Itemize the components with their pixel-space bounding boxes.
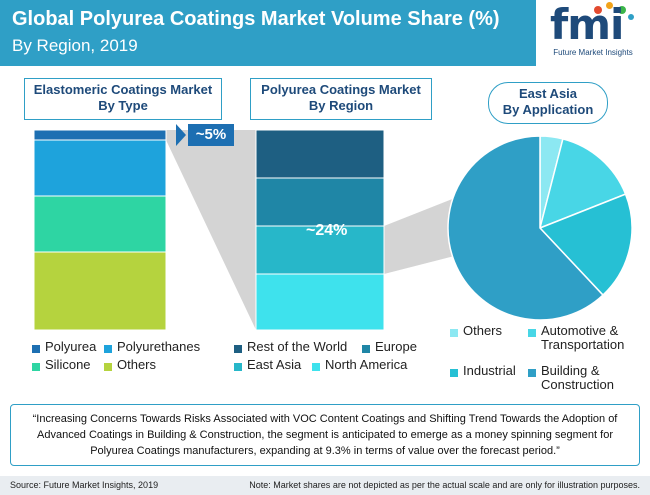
chart-title: Global Polyurea Coatings Market Volume S… — [12, 8, 500, 30]
legend-swatch — [104, 345, 112, 353]
region-stacked-bar — [255, 129, 385, 331]
legend-swatch — [32, 345, 40, 353]
east-asia-share-label: ~24% — [306, 222, 348, 239]
legend-label: Building & Construction — [541, 363, 614, 392]
legend-swatch — [234, 345, 242, 353]
pie-slice-1 — [538, 137, 627, 230]
legend-label: Polyurethanes — [117, 339, 201, 354]
legend-silicone: Silicone — [32, 358, 91, 372]
region-bar-segment-0 — [255, 129, 385, 179]
legend-label: Polyurea — [45, 339, 97, 354]
footer-bar: Source: Future Market Insights, 2019 Not… — [0, 476, 650, 495]
region-to-pie-connector — [384, 192, 470, 274]
fmi-logo: fmi Future Market Insights — [536, 0, 650, 66]
connectors — [166, 124, 470, 330]
type-to-region-connector — [166, 130, 256, 330]
logo-dot-green — [618, 6, 626, 14]
legend-label: Rest of the World — [247, 339, 348, 354]
type-panel-title-line1: Elastomeric Coatings Market — [33, 82, 213, 97]
region-bar-segment-3 — [255, 273, 385, 331]
callout-arrow — [176, 124, 186, 146]
legend-label: Others — [117, 357, 157, 372]
legend-swatch — [528, 369, 536, 377]
application-pie — [447, 135, 633, 321]
polyurea-share-callout: ~5% — [188, 124, 234, 146]
legend-swatch — [32, 363, 40, 371]
pie-slice-2 — [538, 193, 633, 297]
app-panel-title: East Asia By Application — [488, 82, 608, 124]
legend-swatch — [362, 345, 370, 353]
legend-east-asia: East Asia — [234, 358, 301, 372]
type-panel-title-line2: By Type — [98, 98, 148, 113]
legend-automotive: Automotive & Transportation — [528, 324, 645, 352]
type-bar-segment-3 — [33, 251, 167, 331]
pie-slice-3 — [447, 135, 605, 321]
legend-rest-of-world: Rest of the World — [234, 340, 347, 354]
legend-europe: Europe — [362, 340, 417, 354]
legend-label: East Asia — [247, 357, 302, 372]
legend-label: Others — [463, 323, 503, 338]
legend-others-app: Others — [450, 324, 502, 338]
type-stacked-bar — [33, 129, 167, 331]
region-panel-title: Polyurea Coatings Market By Region — [250, 78, 432, 120]
logo-subtext: Future Market Insights — [553, 48, 633, 57]
legend-polyurethanes: Polyurethanes — [104, 340, 200, 354]
legend-swatch — [450, 329, 458, 337]
legend-label: Industrial — [463, 363, 516, 378]
legend-swatch — [104, 363, 112, 371]
legend-label: North America — [325, 357, 408, 372]
logo-dot-blue — [628, 14, 634, 20]
legend-swatch — [234, 363, 242, 371]
app-panel-title-line1: East Asia — [518, 86, 578, 101]
type-bar-segment-2 — [33, 195, 167, 253]
logo-dot-red — [594, 6, 602, 14]
logo-text: fmi — [550, 0, 624, 49]
legend-swatch — [528, 329, 536, 337]
type-bar-segment-1 — [33, 139, 167, 197]
legend-others-type: Others — [104, 358, 156, 372]
type-bar-segment-0 — [33, 129, 167, 141]
source-text: Source: Future Market Insights, 2019 — [10, 480, 159, 490]
region-panel-title-line1: Polyurea Coatings Market — [261, 82, 421, 97]
legend-swatch — [450, 369, 458, 377]
legend-building: Building & Construction — [528, 364, 645, 392]
insight-quote: “Increasing Concerns Towards Risks Assoc… — [10, 404, 640, 466]
logo-dot-orange — [606, 2, 613, 9]
note-text: Note: Market shares are not depicted as … — [249, 480, 640, 490]
chart-subtitle: By Region, 2019 — [12, 36, 138, 55]
type-panel-title: Elastomeric Coatings Market By Type — [24, 78, 222, 120]
region-panel-title-line2: By Region — [308, 98, 374, 113]
app-panel-title-line2: By Application — [502, 102, 594, 117]
legend-north-america: North America — [312, 358, 407, 372]
legend-label: Silicone — [45, 357, 91, 372]
legend-polyurea: Polyurea — [32, 340, 96, 354]
legend-label: Europe — [375, 339, 417, 354]
legend-industrial: Industrial — [450, 364, 516, 378]
legend-label: Automotive & Transportation — [541, 323, 625, 352]
legend-swatch — [312, 363, 320, 371]
region-bar-segment-1 — [255, 177, 385, 227]
